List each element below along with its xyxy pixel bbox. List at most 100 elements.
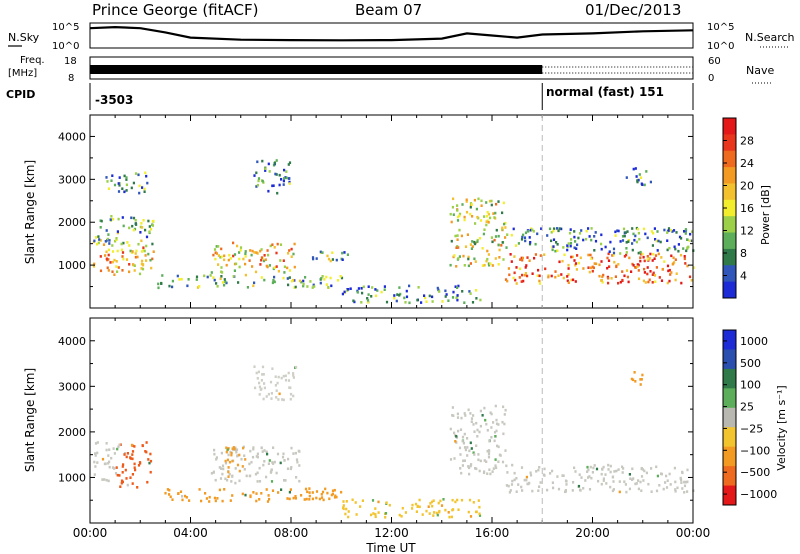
echo-cell: [690, 239, 693, 243]
echo-cell: [455, 246, 458, 249]
colorbar-swatch: [723, 466, 736, 487]
echo-cell: [689, 232, 692, 236]
echo-cell: [110, 456, 113, 460]
echo-cell: [226, 458, 229, 462]
echo-cell: [495, 466, 498, 470]
echo-cell: [132, 263, 135, 267]
echo-cell: [244, 458, 247, 461]
echo-cell: [471, 301, 475, 304]
echo-cell: [438, 509, 441, 513]
echo-cell: [683, 255, 686, 258]
echo-cell: [595, 262, 598, 266]
echo-cell: [121, 251, 125, 254]
echo-cell: [276, 452, 280, 456]
echo-cell: [405, 295, 409, 299]
echo-cell: [112, 447, 115, 450]
echo-cell: [331, 251, 334, 254]
echo-cell: [345, 500, 348, 503]
echo-cell: [492, 421, 495, 424]
date-title: 01/Dec/2013: [585, 1, 681, 19]
echo-cell: [528, 236, 531, 239]
echo-cell: [480, 204, 483, 207]
echo-cell: [130, 186, 133, 190]
echo-cell: [240, 457, 243, 461]
freq-right-tick-top: 60: [708, 56, 721, 67]
echo-cell: [355, 513, 358, 516]
echo-cell: [263, 382, 266, 385]
echo-cell: [473, 430, 476, 433]
echo-cell: [478, 505, 481, 509]
echo-cell: [573, 466, 576, 470]
echo-cell: [508, 273, 511, 277]
echo-cell: [366, 297, 369, 300]
echo-cell: [464, 414, 467, 417]
echo-cell: [668, 229, 671, 232]
echo-cell: [532, 230, 535, 233]
echo-cell: [457, 429, 460, 433]
echo-cell: [263, 386, 266, 390]
echo-cell: [129, 456, 132, 459]
echo-cell: [529, 473, 533, 477]
echo-cell: [295, 458, 299, 461]
echo-cell: [539, 481, 542, 484]
echo-cell: [561, 259, 564, 263]
echo-cell: [102, 243, 106, 246]
echo-cell: [567, 281, 570, 284]
echo-cell: [398, 294, 401, 297]
echo-cell: [567, 242, 570, 245]
echo-cell: [116, 249, 119, 253]
cpid-label: CPID: [6, 88, 35, 101]
echo-cell: [136, 255, 139, 259]
echo-cell: [466, 233, 469, 236]
echo-cell: [667, 227, 671, 230]
echo-cell: [490, 203, 493, 207]
echo-cell: [669, 483, 672, 486]
echo-cell: [266, 500, 270, 503]
echo-cell: [457, 508, 460, 511]
echo-cell: [424, 296, 427, 300]
echo-cell: [566, 248, 569, 252]
echo-cell: [651, 281, 654, 284]
echo-cell: [362, 285, 365, 289]
echo-cell: [113, 273, 116, 276]
echo-cell: [638, 237, 641, 241]
echo-cell: [525, 478, 528, 482]
echo-cell: [455, 265, 458, 268]
echo-cell: [319, 281, 322, 285]
echo-cell: [570, 278, 573, 282]
echo-cell: [142, 219, 145, 222]
echo-cell: [619, 240, 622, 243]
time-tick-label: 00:00: [676, 526, 711, 540]
echo-cell: [585, 237, 588, 241]
echo-cell: [257, 177, 261, 180]
echo-cell: [361, 291, 364, 295]
echo-cell: [528, 481, 531, 485]
echo-cell: [255, 251, 258, 254]
echo-cell: [318, 497, 321, 501]
echo-cell: [623, 234, 626, 238]
echo-cell: [261, 159, 264, 163]
echo-cell: [628, 487, 631, 491]
echo-cell: [168, 493, 171, 496]
echo-cell: [518, 267, 522, 271]
echo-cell: [486, 257, 489, 261]
echo-cell: [411, 503, 414, 507]
echo-cell: [304, 487, 308, 491]
echo-cell: [220, 255, 223, 259]
echo-cell: [529, 241, 532, 244]
echo-cell: [564, 479, 568, 483]
echo-cell: [128, 226, 131, 230]
echo-cell: [623, 480, 626, 483]
echo-cell: [264, 258, 267, 261]
echo-cell: [395, 299, 398, 303]
echo-cell: [595, 467, 599, 471]
echo-cell: [315, 257, 318, 260]
echo-cell: [93, 239, 96, 243]
echo-cell: [137, 173, 140, 177]
echo-cell: [96, 441, 99, 444]
echo-cell: [566, 279, 569, 283]
echo-cell: [117, 190, 121, 193]
echo-cell: [278, 183, 281, 187]
echo-cell: [515, 490, 518, 493]
